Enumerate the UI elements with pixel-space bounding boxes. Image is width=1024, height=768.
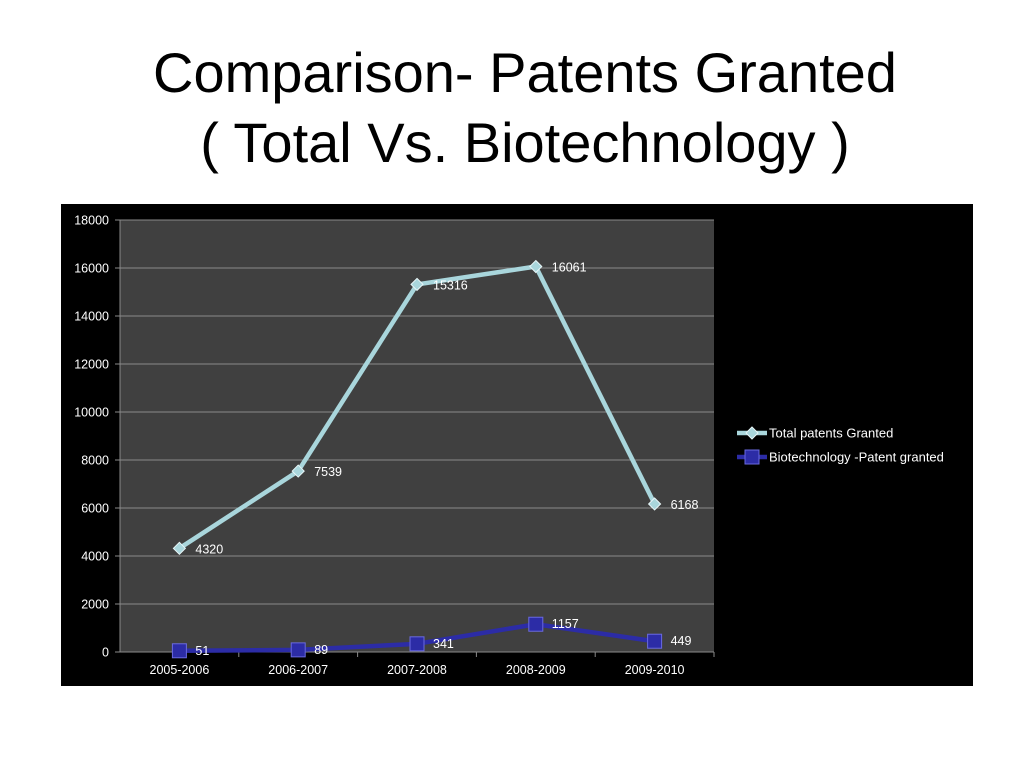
data-point [290,642,306,658]
title-line-2: ( Total Vs. Biotechnology ) [200,111,850,174]
legend-marker [745,426,759,440]
chart-area: 0 2000 4000 6000 8000 10000 12000 14000 16000 180… [61,204,973,686]
data-point [172,541,187,556]
legend-label: Total patents Granted [769,426,893,441]
data-point [409,636,425,652]
line-chart: 0 2000 4000 6000 8000 10000 12000 14000 16000 180… [74,214,944,678]
legend-marker [744,449,760,465]
data-label: 341 [433,637,454,651]
data-label: 4320 [195,542,223,556]
y-tick-label: 18000 [74,214,109,228]
data-label: 6168 [671,498,699,512]
data-point [171,643,187,659]
data-point [528,616,544,632]
x-tick-label: 2005-2006 [150,663,210,677]
slide-title: Comparison- Patents Granted ( Total Vs. … [0,38,1024,178]
y-tick-label: 14000 [74,310,109,324]
data-label: 89 [314,643,328,657]
y-tick-label: 4000 [81,550,109,564]
y-tick-label: 12000 [74,358,109,372]
data-label: 16061 [552,261,587,275]
y-tick-label: 6000 [81,502,109,516]
y-tick-label: 2000 [81,598,109,612]
data-point [647,497,662,511]
y-tick-label: 16000 [74,262,109,276]
plot-area [120,220,714,652]
data-point [410,277,424,292]
data-label: 51 [195,644,209,658]
data-label: 449 [671,634,692,648]
data-point [291,464,305,478]
x-tick-label: 2007-2008 [387,663,447,677]
x-tick-label: 2009-2010 [625,663,685,677]
data-point [647,633,663,649]
x-tick-label: 2008-2009 [506,663,566,677]
legend-label: Biotechnology -Patent granted [769,450,944,465]
data-point [529,259,543,274]
x-tick-label: 2006-2007 [268,663,328,677]
data-label: 1157 [552,617,579,631]
data-label: 15316 [433,278,468,292]
data-label: 7539 [314,465,342,479]
y-tick-label: 8000 [81,454,109,468]
title-line-1: Comparison- Patents Granted [153,41,897,104]
y-tick-label: 10000 [74,406,109,420]
y-tick-label: 0 [102,646,109,660]
